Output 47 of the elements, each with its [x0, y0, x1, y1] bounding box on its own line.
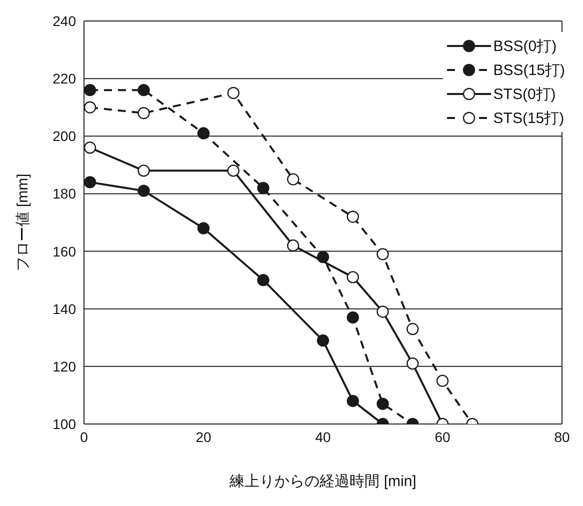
- point: [138, 84, 150, 96]
- x-tick-label: 0: [80, 428, 88, 445]
- point: [346, 271, 359, 284]
- point: [406, 357, 419, 370]
- point: [84, 84, 96, 96]
- point: [376, 398, 389, 410]
- point: [436, 374, 449, 387]
- point: [84, 176, 96, 188]
- y-axis-title: フロー値 [mm]: [14, 174, 32, 272]
- point: [227, 164, 240, 177]
- y-tick-label: 180: [52, 186, 76, 202]
- x-tick-label: 60: [434, 428, 450, 445]
- legend-label: BSS(0打): [493, 36, 557, 56]
- x-tick-label: 40: [315, 428, 331, 445]
- point: [227, 86, 240, 100]
- point: [346, 210, 359, 223]
- point: [316, 334, 330, 347]
- x-tick-label: 80: [554, 428, 570, 445]
- point: [287, 239, 300, 252]
- y-tick-label: 240: [52, 12, 76, 29]
- x-axis-title: 練上りからの経過時間 [min]: [228, 473, 416, 490]
- point: [316, 250, 330, 264]
- point: [197, 222, 210, 234]
- point: [287, 173, 300, 186]
- point: [376, 248, 389, 260]
- point: [197, 127, 210, 140]
- x-tick-label: 20: [196, 428, 212, 445]
- point: [138, 184, 150, 197]
- point: [406, 322, 419, 336]
- legend-label: STS(0打): [493, 84, 556, 104]
- point: [138, 107, 150, 120]
- y-tick-label: 120: [52, 358, 76, 374]
- y-tick-label: 140: [52, 300, 76, 317]
- point: [257, 182, 270, 194]
- legend-label: STS(15打): [493, 108, 564, 128]
- point: [346, 311, 359, 324]
- y-tick-label: 100: [52, 416, 76, 432]
- legend-label: BSS(15打): [493, 60, 565, 80]
- y-tick-label: 160: [52, 243, 76, 260]
- point: [257, 274, 270, 286]
- point: [138, 164, 150, 177]
- y-tick-label: 200: [52, 128, 76, 144]
- point: [346, 394, 359, 408]
- y-tick-label: 220: [52, 70, 76, 87]
- point: [84, 142, 96, 154]
- point: [376, 306, 389, 318]
- point: [84, 101, 96, 114]
